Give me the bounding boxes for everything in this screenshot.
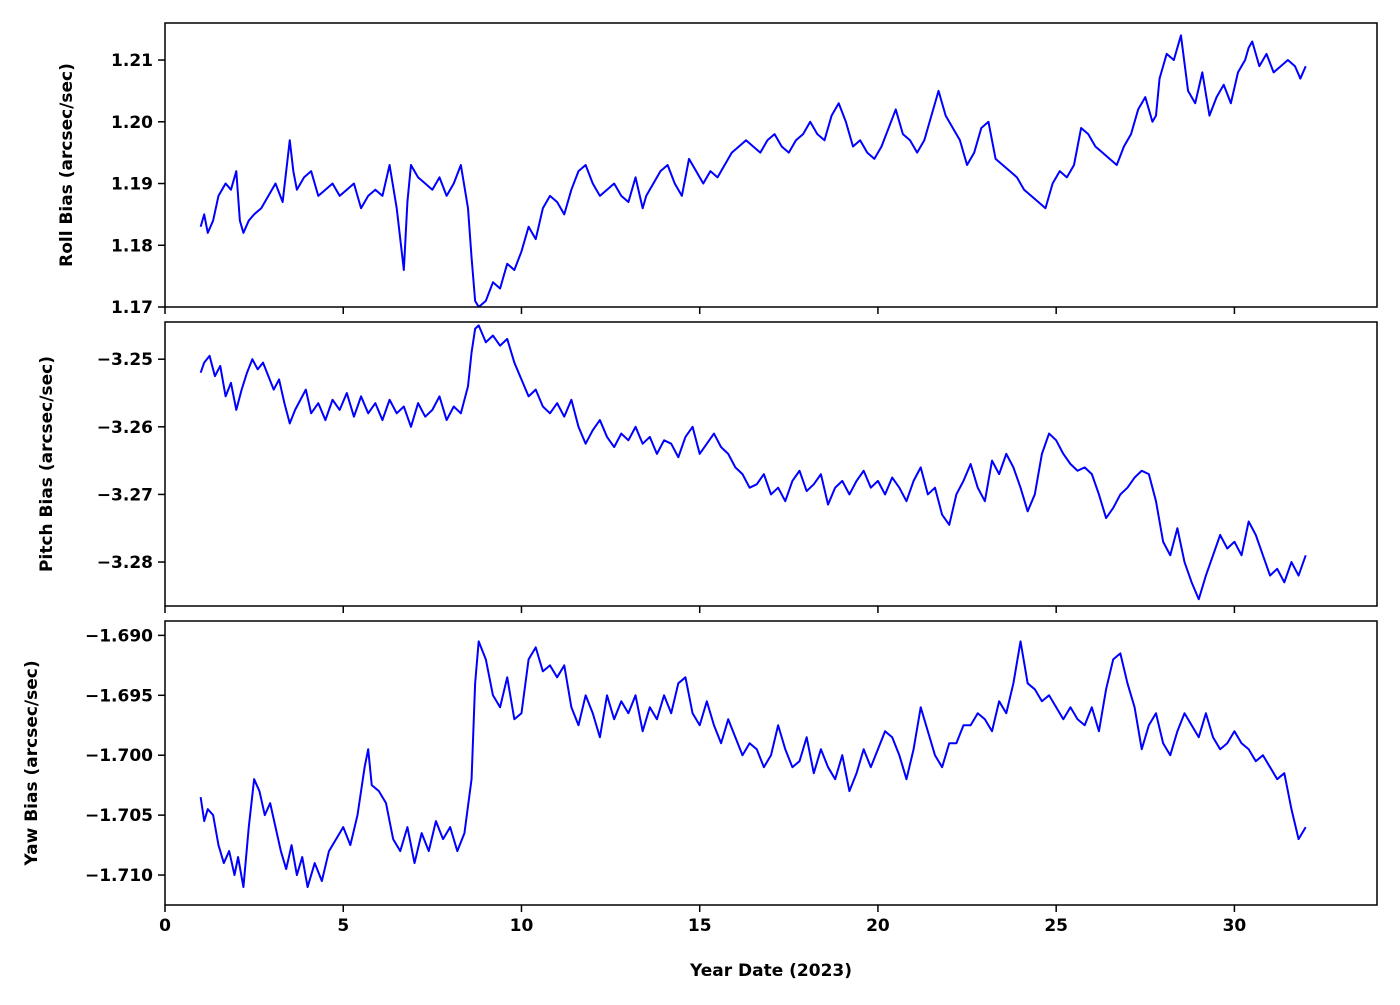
yaw-ytick-label: −1.705 xyxy=(85,806,153,826)
yaw-xtick-label: 10 xyxy=(510,916,534,936)
yaw-xtick-label: 30 xyxy=(1223,916,1247,936)
yaw-xtick-label: 15 xyxy=(688,916,712,936)
panel-pitch: −3.25 −3.26 −3.27 −3.28 Pitch Bias (arcsec/s… xyxy=(37,321,1378,613)
roll-ytick-label: 1.18 xyxy=(111,236,153,256)
yaw-series-line xyxy=(199,640,1307,889)
pitch-axes-frame xyxy=(164,321,1378,607)
yaw-ytick-label: −1.690 xyxy=(85,626,153,646)
yaw-ytick-label: −1.695 xyxy=(85,686,153,706)
yaw-ytick-label: −1.710 xyxy=(85,866,153,886)
yaw-axes-frame xyxy=(164,620,1378,906)
pitch-ytick-label: −3.27 xyxy=(97,485,153,505)
roll-series-line xyxy=(199,34,1307,307)
panel-roll: 1.17 1.18 1.19 1.20 1.21 Roll Bias (arcsec/se… xyxy=(57,22,1378,318)
roll-ytick-label: 1.19 xyxy=(111,175,153,195)
pitch-ytick-label: −3.28 xyxy=(97,553,153,573)
yaw-xtick-label: 5 xyxy=(337,916,349,936)
roll-ytick-label: 1.20 xyxy=(111,113,153,133)
roll-axes-frame xyxy=(164,22,1378,308)
yaw-ylabel: Yaw Bias (arcsec/sec) xyxy=(22,660,42,866)
yaw-ytick-label: −1.700 xyxy=(85,746,153,766)
pitch-ytick-label: −3.25 xyxy=(97,350,153,370)
roll-ytick-label: 1.21 xyxy=(111,51,153,71)
pitch-series-line xyxy=(199,324,1307,601)
pitch-ytick-label: −3.26 xyxy=(97,418,153,438)
yaw-xtick-label: 20 xyxy=(866,916,890,936)
roll-ytick-label: 1.17 xyxy=(111,298,153,318)
x-axis-label: Year Date (2023) xyxy=(689,961,852,981)
panel-yaw: −1.690 −1.695 −1.700 −1.705 −1.710 0 5 10 15 20 25… xyxy=(22,620,1378,936)
yaw-xtick-label: 25 xyxy=(1044,916,1068,936)
pitch-ylabel: Pitch Bias (arcsec/sec) xyxy=(37,356,57,572)
yaw-xtick-label: 0 xyxy=(159,916,171,936)
roll-ylabel: Roll Bias (arcsec/sec) xyxy=(57,63,77,267)
